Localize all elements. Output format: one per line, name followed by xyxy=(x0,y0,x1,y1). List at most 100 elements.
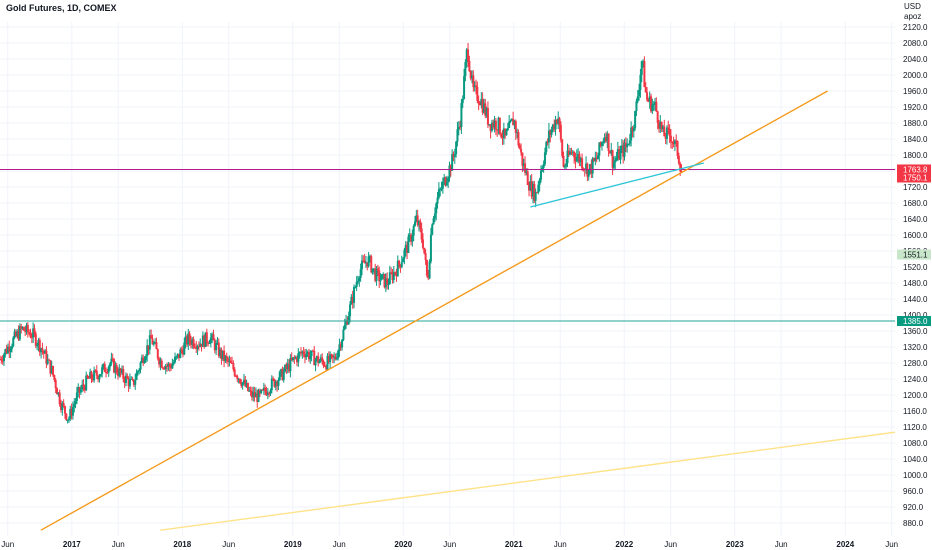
price-label-box xyxy=(897,172,931,183)
candle-body xyxy=(337,350,340,359)
candle-body xyxy=(148,335,151,350)
candle-body xyxy=(14,331,17,337)
candle-body xyxy=(665,127,668,139)
candle-body xyxy=(109,363,112,367)
candle-body xyxy=(676,141,679,156)
candle-body xyxy=(646,92,649,100)
y-tick-label: 1720.0 xyxy=(903,183,928,192)
candle-body xyxy=(569,151,572,155)
candle-body xyxy=(525,171,528,173)
price-label-text: 1385.0 xyxy=(903,317,928,326)
x-tick-label: 2022 xyxy=(615,540,633,549)
candle-body xyxy=(95,370,98,376)
candle-body xyxy=(158,358,161,365)
candle-body xyxy=(201,335,204,347)
candle-body xyxy=(427,275,430,279)
candle-body xyxy=(341,339,344,348)
candle-body xyxy=(410,234,413,242)
candle-body xyxy=(563,166,566,168)
candle-body xyxy=(411,235,414,242)
candle-body xyxy=(604,137,607,142)
candle-body xyxy=(224,356,227,361)
y-tick-label: 1880.0 xyxy=(903,119,928,128)
candle-body xyxy=(353,286,356,303)
candle-body xyxy=(270,378,273,391)
candle-body xyxy=(143,360,146,364)
candle-body xyxy=(81,384,84,390)
candle-body xyxy=(518,145,521,149)
candle-body xyxy=(606,133,609,142)
candle-body xyxy=(107,366,110,373)
candle-body xyxy=(345,320,348,325)
candle-body xyxy=(455,141,458,155)
candle-body xyxy=(297,353,300,363)
candle-body xyxy=(235,375,238,377)
currency-block: USD apoz xyxy=(904,2,921,22)
candle-body xyxy=(392,272,395,280)
candle-body xyxy=(357,280,359,283)
candle-body xyxy=(648,96,651,102)
candle-body xyxy=(233,369,236,376)
candle-body xyxy=(577,153,580,157)
candle-body xyxy=(257,390,260,402)
candle-body xyxy=(538,179,541,185)
candle-body xyxy=(17,331,20,340)
x-tick-label: 2023 xyxy=(726,540,744,549)
candle-body xyxy=(355,282,358,287)
candle-body xyxy=(512,118,515,126)
x-tick-label: 2024 xyxy=(836,540,854,549)
candle-body xyxy=(634,111,637,129)
y-tick-label: 1960.0 xyxy=(903,87,928,96)
candle-body xyxy=(67,418,70,420)
candle-body xyxy=(611,150,614,168)
candle-body xyxy=(294,357,297,359)
candle-body xyxy=(231,362,234,364)
candle-body xyxy=(188,333,191,341)
candle-body xyxy=(424,253,427,261)
candle-body xyxy=(135,372,138,380)
candle-body xyxy=(575,156,578,162)
candle-body xyxy=(528,185,531,191)
candle-body xyxy=(238,378,241,383)
candle-body xyxy=(421,239,424,248)
candle-body xyxy=(313,350,316,366)
candle-body xyxy=(639,74,642,90)
candle-body xyxy=(440,188,443,190)
candle-body xyxy=(232,363,235,370)
candle-body xyxy=(471,75,474,79)
candle-body xyxy=(288,363,291,372)
candle-body xyxy=(113,359,116,373)
candle-body xyxy=(473,85,476,88)
candle-body xyxy=(131,378,134,380)
candle-body xyxy=(179,349,182,359)
candle-body xyxy=(472,75,475,88)
candle-body xyxy=(105,372,108,374)
candle-body xyxy=(260,389,263,393)
candle-body xyxy=(154,342,157,344)
candle-body xyxy=(378,270,381,282)
candle-body xyxy=(28,332,31,334)
candle-body xyxy=(506,127,509,131)
candle-body xyxy=(429,234,432,262)
candle-body xyxy=(383,273,386,288)
candle-body xyxy=(661,126,664,130)
candle-body xyxy=(546,141,549,143)
candle-body xyxy=(136,371,139,373)
candle-body xyxy=(127,378,130,387)
candle-body xyxy=(380,274,383,280)
candle-body xyxy=(408,234,411,237)
candle-body xyxy=(443,177,446,182)
candle-body xyxy=(1,360,4,362)
candle-body xyxy=(50,365,53,374)
candle-body xyxy=(219,349,222,356)
candle-body xyxy=(10,346,13,349)
candle-body xyxy=(640,61,643,75)
candle-body xyxy=(608,151,611,154)
candle-body xyxy=(30,337,33,339)
candle-body xyxy=(91,378,94,381)
candle-body xyxy=(305,354,308,358)
candle-body xyxy=(551,124,554,130)
candle-body xyxy=(156,349,159,359)
